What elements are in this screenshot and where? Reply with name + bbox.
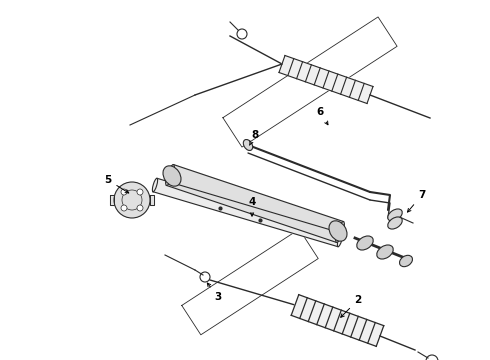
Polygon shape <box>291 295 384 346</box>
Polygon shape <box>110 195 114 205</box>
Polygon shape <box>150 195 154 205</box>
Polygon shape <box>223 17 397 147</box>
Ellipse shape <box>388 209 402 221</box>
Text: 7: 7 <box>408 190 426 212</box>
Circle shape <box>137 205 143 211</box>
Circle shape <box>121 205 127 211</box>
Ellipse shape <box>163 166 181 186</box>
Text: 6: 6 <box>317 107 328 125</box>
Ellipse shape <box>244 140 253 150</box>
Text: 2: 2 <box>341 295 362 317</box>
Circle shape <box>114 182 150 218</box>
Text: 5: 5 <box>104 175 129 193</box>
Ellipse shape <box>399 255 413 267</box>
Ellipse shape <box>166 165 174 185</box>
Circle shape <box>137 189 143 195</box>
Text: 1: 1 <box>0 359 1 360</box>
Polygon shape <box>153 178 342 247</box>
Circle shape <box>121 189 127 195</box>
Polygon shape <box>182 229 318 335</box>
Polygon shape <box>167 165 343 242</box>
Text: 8: 8 <box>249 130 259 145</box>
Text: 4: 4 <box>248 197 256 216</box>
Ellipse shape <box>152 178 158 192</box>
Polygon shape <box>279 55 373 103</box>
Ellipse shape <box>357 236 373 250</box>
Ellipse shape <box>338 233 343 247</box>
Ellipse shape <box>377 245 393 259</box>
Text: 3: 3 <box>207 283 221 302</box>
Ellipse shape <box>336 221 344 243</box>
Ellipse shape <box>329 221 347 241</box>
Ellipse shape <box>388 217 402 229</box>
